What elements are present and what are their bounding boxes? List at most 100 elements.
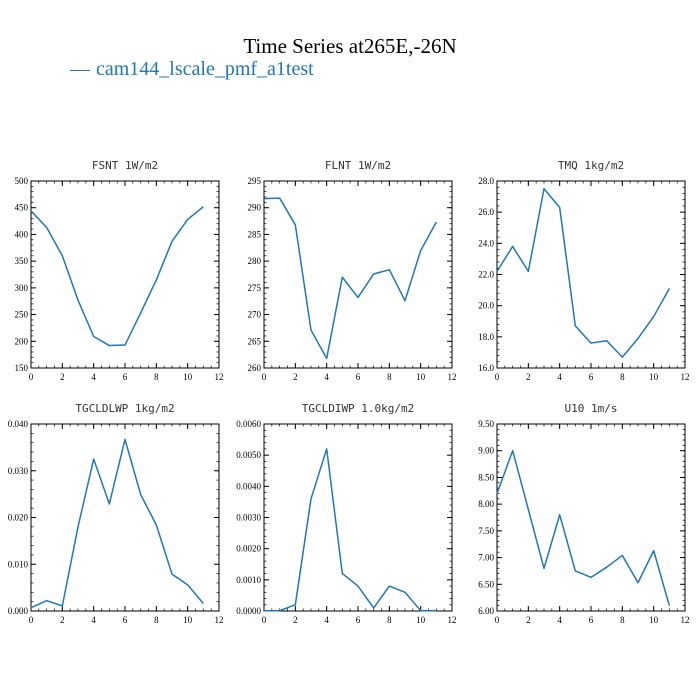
chart-panel-1: FLNT 1W/m2 0 2 4 6 8 10 12 260 265 270 275 280 285 290…	[248, 159, 457, 382]
y-tick-label: 0.0040	[236, 481, 261, 491]
x-tick-label: 2	[60, 372, 65, 382]
x-tick-label: 4	[324, 372, 329, 382]
chart-title: FSNT 1W/m2	[92, 159, 158, 172]
y-tick-label: 290	[248, 203, 262, 213]
y-tick-label: 16.0	[478, 363, 494, 373]
series-line	[263, 197, 437, 360]
y-tick-label: 0.0030	[236, 513, 261, 523]
legend: — cam144_lscale_pmf_a1test	[70, 58, 314, 81]
plot-frame	[263, 180, 453, 369]
series-line	[496, 188, 670, 358]
x-tick-label: 6	[123, 372, 128, 382]
plot-frame	[496, 180, 686, 369]
chart-panel-5: U10 1m/s 0 2 4 6 8 10 12 6.00 6.50 7.00 7.50 8.00 8.5…	[478, 402, 689, 625]
y-tick-label: 22.0	[478, 270, 494, 280]
y-tick-label: 265	[248, 336, 262, 346]
chart-title: TGCLDLWP 1kg/m2	[75, 402, 174, 415]
x-tick-label: 6	[356, 615, 361, 625]
x-tick-label: 10	[416, 372, 426, 382]
chart-title: TMQ 1kg/m2	[558, 159, 624, 172]
x-tick-label: 2	[293, 372, 298, 382]
x-tick-label: 12	[215, 372, 224, 382]
x-tick-label: 12	[215, 615, 224, 625]
series-line	[30, 438, 204, 609]
x-tick-label: 4	[91, 372, 96, 382]
x-tick-label: 4	[557, 372, 562, 382]
x-tick-label: 4	[324, 615, 329, 625]
x-tick-label: 2	[526, 372, 531, 382]
series-line	[264, 448, 437, 612]
y-tick-label: 9.00	[478, 446, 494, 456]
x-tick-label: 0	[29, 372, 34, 382]
y-tick-label: 0.0000	[236, 606, 261, 616]
y-tick-label: 450	[15, 203, 29, 213]
legend-label: cam144_lscale_pmf_a1test	[96, 58, 314, 80]
y-tick-label: 500	[15, 176, 29, 186]
x-tick-label: 8	[620, 615, 625, 625]
x-tick-label: 8	[387, 615, 392, 625]
x-tick-label: 0	[495, 615, 500, 625]
y-tick-label: 0.030	[8, 466, 29, 476]
y-tick-label: 0.0060	[236, 419, 261, 429]
x-tick-label: 10	[183, 372, 193, 382]
y-tick-label: 275	[248, 283, 262, 293]
chart-title: U10 1m/s	[565, 402, 618, 415]
y-tick-label: 26.0	[478, 207, 494, 217]
x-tick-label: 10	[649, 615, 659, 625]
chart-panel-4: TGCLDIWP 1.0kg/m2 0 2 4 6 8 10 12 0.0000 0.0010 0.…	[236, 402, 456, 625]
y-tick-label: 6.50	[478, 579, 494, 589]
x-tick-label: 0	[495, 372, 500, 382]
x-tick-label: 8	[620, 372, 625, 382]
x-tick-label: 6	[356, 372, 361, 382]
legend-line-icon: —	[70, 58, 90, 80]
figure-title: Time Series at265E,-26N	[243, 34, 457, 58]
x-tick-label: 8	[387, 372, 392, 382]
y-tick-label: 300	[15, 283, 29, 293]
y-tick-label: 0.040	[8, 419, 29, 429]
chart-panel-2: TMQ 1kg/m2 0 2 4 6 8 10 12 16.0 18.0 20.0 22.0 24.0 2…	[478, 159, 689, 382]
x-tick-label: 12	[681, 372, 690, 382]
y-tick-label: 0.0050	[236, 450, 261, 460]
x-tick-label: 12	[448, 615, 457, 625]
y-tick-label: 7.00	[478, 553, 494, 563]
x-tick-label: 6	[123, 615, 128, 625]
x-tick-label: 12	[681, 615, 690, 625]
x-tick-label: 0	[262, 615, 267, 625]
y-tick-label: 250	[15, 310, 29, 320]
y-tick-label: 24.0	[478, 238, 494, 248]
y-tick-label: 28.0	[478, 176, 494, 186]
plot-frame	[263, 423, 453, 612]
y-tick-label: 295	[248, 176, 262, 186]
x-tick-label: 2	[526, 615, 531, 625]
y-tick-label: 150	[15, 363, 29, 373]
x-tick-label: 2	[60, 615, 65, 625]
y-tick-label: 200	[15, 336, 29, 346]
y-tick-label: 0.010	[8, 559, 29, 569]
x-tick-label: 4	[557, 615, 562, 625]
x-tick-label: 8	[154, 615, 159, 625]
x-tick-label: 10	[416, 615, 426, 625]
y-tick-label: 0.0010	[236, 575, 261, 585]
y-tick-label: 270	[248, 310, 262, 320]
y-tick-label: 0.0020	[236, 544, 261, 554]
y-tick-label: 9.50	[478, 419, 494, 429]
y-tick-label: 8.50	[478, 472, 494, 482]
x-tick-label: 6	[589, 372, 594, 382]
y-tick-label: 0.000	[8, 606, 29, 616]
chart-title: TGCLDIWP 1.0kg/m2	[302, 402, 415, 415]
plot-frame	[30, 180, 220, 369]
series-line	[30, 206, 204, 347]
chart-panel-3: TGCLDLWP 1kg/m2 0 2 4 6 8 10 12 0.000 0.010 0.020 0…	[8, 402, 224, 625]
y-tick-label: 6.00	[478, 606, 494, 616]
x-tick-label: 4	[91, 615, 96, 625]
x-tick-label: 2	[293, 615, 298, 625]
x-tick-label: 8	[154, 372, 159, 382]
y-tick-label: 260	[248, 363, 262, 373]
x-tick-label: 10	[183, 615, 193, 625]
y-tick-label: 8.00	[478, 499, 494, 509]
y-tick-label: 350	[15, 256, 29, 266]
y-tick-label: 18.0	[478, 332, 494, 342]
y-tick-label: 280	[248, 256, 262, 266]
y-tick-label: 7.50	[478, 526, 494, 536]
